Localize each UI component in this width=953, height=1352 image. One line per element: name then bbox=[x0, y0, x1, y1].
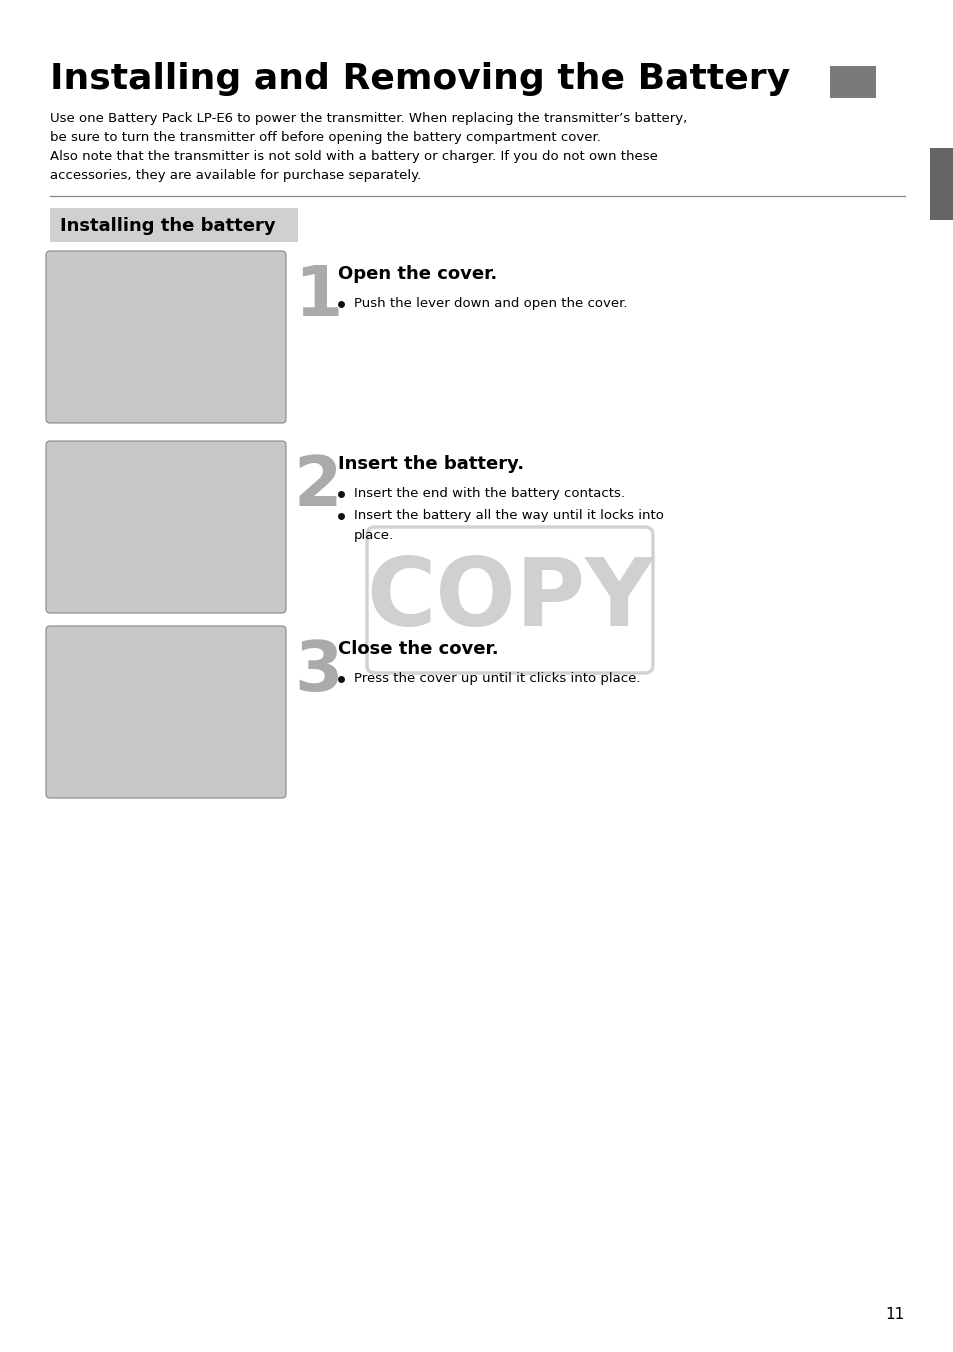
Text: 1: 1 bbox=[294, 264, 342, 330]
Text: Insert the end with the battery contacts.: Insert the end with the battery contacts… bbox=[354, 487, 624, 500]
Bar bbox=[829, 66, 875, 97]
Text: Installing and Removing the Battery: Installing and Removing the Battery bbox=[50, 62, 789, 96]
Text: Push the lever down and open the cover.: Push the lever down and open the cover. bbox=[354, 297, 627, 310]
FancyBboxPatch shape bbox=[46, 441, 286, 612]
Text: Insert the battery.: Insert the battery. bbox=[337, 456, 523, 473]
Text: Press the cover up until it clicks into place.: Press the cover up until it clicks into … bbox=[354, 672, 639, 685]
FancyBboxPatch shape bbox=[46, 251, 286, 423]
Text: Also note that the transmitter is not sold with a battery or charger. If you do : Also note that the transmitter is not so… bbox=[50, 150, 658, 164]
Text: Installing the battery: Installing the battery bbox=[60, 218, 275, 235]
Bar bbox=[50, 208, 297, 242]
Text: Open the cover.: Open the cover. bbox=[337, 265, 497, 283]
Text: 11: 11 bbox=[884, 1307, 904, 1322]
FancyBboxPatch shape bbox=[46, 626, 286, 798]
Text: Use one Battery Pack LP-E6 to power the transmitter. When replacing the transmit: Use one Battery Pack LP-E6 to power the … bbox=[50, 112, 686, 124]
Text: 2: 2 bbox=[294, 453, 342, 521]
Text: 3: 3 bbox=[294, 638, 342, 704]
Text: Insert the battery all the way until it locks into: Insert the battery all the way until it … bbox=[354, 508, 663, 522]
Text: Close the cover.: Close the cover. bbox=[337, 639, 498, 658]
Text: be sure to turn the transmitter off before opening the battery compartment cover: be sure to turn the transmitter off befo… bbox=[50, 131, 600, 145]
Bar bbox=[929, 147, 953, 220]
Text: COPY: COPY bbox=[366, 554, 653, 646]
Text: accessories, they are available for purchase separately.: accessories, they are available for purc… bbox=[50, 169, 421, 183]
Text: place.: place. bbox=[354, 529, 394, 542]
